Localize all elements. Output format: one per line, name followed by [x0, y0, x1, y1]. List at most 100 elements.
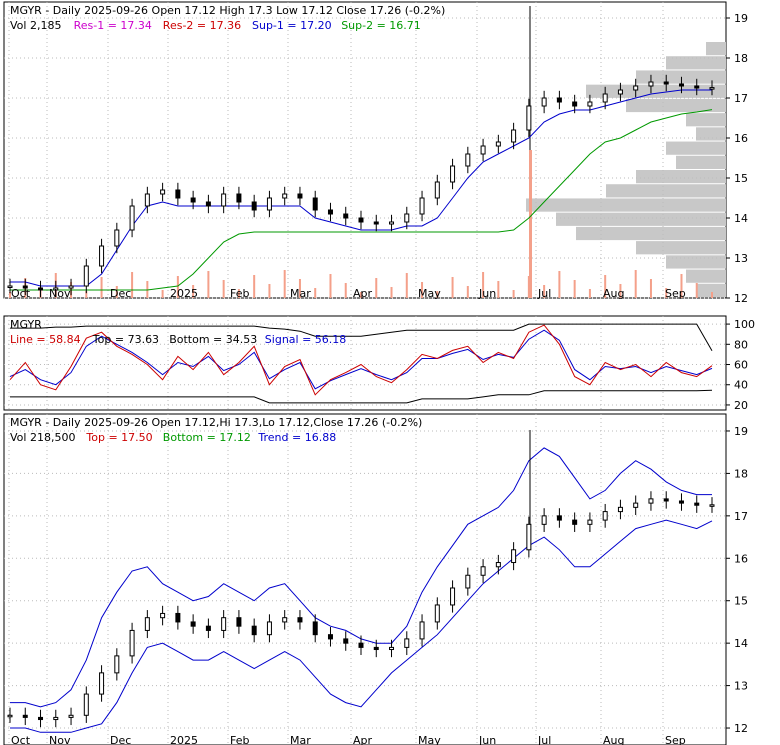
price-candle [511, 129, 517, 143]
price-candle [144, 193, 150, 207]
volume-profile-bar [526, 198, 726, 212]
y-tick-label: 19 [734, 425, 748, 438]
x-tick-label-2: Nov [49, 734, 71, 745]
band-lower [10, 519, 713, 733]
price2-candle [480, 566, 486, 576]
price2-candle [83, 693, 89, 716]
y-tick-label: 19 [734, 12, 748, 25]
sup2-line [10, 109, 713, 291]
price2-candle [541, 515, 547, 525]
volume-bar [711, 292, 713, 298]
price2-candle [709, 504, 715, 507]
price2-candle [389, 646, 395, 651]
price2-candle [251, 625, 257, 636]
price-candle [83, 265, 89, 287]
volume-bar [436, 291, 439, 298]
volume-bar [451, 277, 454, 298]
volume-bar [100, 277, 103, 298]
price2-candle [511, 549, 517, 564]
volume-profile-bar [696, 283, 726, 297]
y-tick-label: 14 [734, 212, 748, 225]
price-candle [373, 221, 379, 225]
volume-bar [344, 283, 347, 298]
volume-profile-bar [606, 184, 726, 198]
price2-candle [694, 502, 700, 506]
panel-title-2: MGYR [10, 318, 42, 331]
volume-bar [283, 270, 286, 298]
price2-candle [678, 500, 684, 504]
volume-profile-bar [636, 170, 726, 184]
price2-candle [572, 519, 578, 525]
price-candle [190, 197, 196, 203]
volume-bar [573, 280, 576, 298]
price2-candle [68, 714, 74, 718]
price-candle [38, 287, 44, 291]
volume-bar [665, 288, 668, 298]
legend-entry-2-0: Line = 58.84 [10, 333, 81, 346]
price2-candle [434, 604, 440, 623]
price2-candle [358, 642, 364, 648]
price-candle [694, 85, 700, 89]
x-tick-label: Jun [478, 287, 496, 300]
x-tick-label-2: Feb [230, 734, 249, 745]
x-tick-label: Jul [537, 287, 551, 300]
price-candle [450, 165, 456, 183]
y-tick-label: 80 [734, 338, 748, 351]
price2-candle [602, 511, 608, 521]
price-candle [587, 101, 593, 107]
volume-bar [253, 275, 256, 298]
volume-bar [161, 290, 164, 298]
legend-entry-1-2: Res-2 = 17.36 [163, 19, 241, 32]
price-candle [236, 193, 242, 203]
price2-candle [587, 519, 593, 525]
price2-candle [144, 617, 150, 631]
price2-candle [266, 621, 272, 636]
price2-candle [633, 502, 639, 508]
volume-profile-bar [696, 127, 726, 141]
price2-candle [236, 617, 242, 627]
price-candle [434, 181, 440, 199]
price2-candle [282, 617, 288, 623]
legend-entry-3-3: Trend = 16.88 [257, 431, 336, 444]
price-candle [343, 213, 349, 219]
y-tick-label: 16 [734, 132, 748, 145]
y-tick-label: 17 [734, 510, 748, 523]
volume-bar [314, 288, 317, 298]
volume-bar [298, 279, 301, 298]
x-tick-label: Dec [110, 287, 131, 300]
y-tick-label: 12 [734, 292, 748, 305]
price-candle [175, 189, 181, 199]
volume-bar [237, 289, 240, 298]
volume-bar [85, 291, 88, 298]
x-tick-label: 2025 [170, 287, 198, 300]
price-candle [602, 93, 608, 103]
x-tick-label: Aug [603, 287, 624, 300]
panel-title-3: MGYR - Daily 2025-09-26 Open 17.12,Hi 17… [10, 416, 422, 429]
volume-bar [329, 274, 332, 298]
volume-bar [604, 275, 607, 298]
price2-candle [526, 523, 532, 551]
price-candle [358, 217, 364, 223]
x-tick-label: Nov [49, 287, 71, 300]
y-tick-label: 12 [734, 722, 748, 735]
panel-frame-2 [3, 315, 727, 411]
volume-bar [421, 282, 424, 298]
price-candle [160, 189, 166, 195]
volume-bar [680, 274, 683, 298]
legend-entry-3-1: Top = 17.50 [85, 431, 152, 444]
volume-bar [176, 276, 179, 298]
volume-profile-bar [666, 56, 726, 70]
x-tick-label-2: Apr [353, 734, 373, 745]
x-tick-label: Oct [11, 287, 31, 300]
panel-title-1: MGYR - Daily 2025-09-26 Open 17.12 High … [10, 4, 445, 17]
volume-bar [634, 270, 637, 298]
y-tick-label: 17 [734, 92, 748, 105]
price2-candle [53, 716, 59, 721]
price-candle [312, 197, 318, 211]
price-candle [419, 197, 425, 215]
price-candle [404, 213, 410, 223]
price2-candle [99, 672, 105, 695]
price-candle [22, 285, 28, 289]
volume-bar [360, 292, 362, 298]
price-candle [205, 201, 211, 207]
